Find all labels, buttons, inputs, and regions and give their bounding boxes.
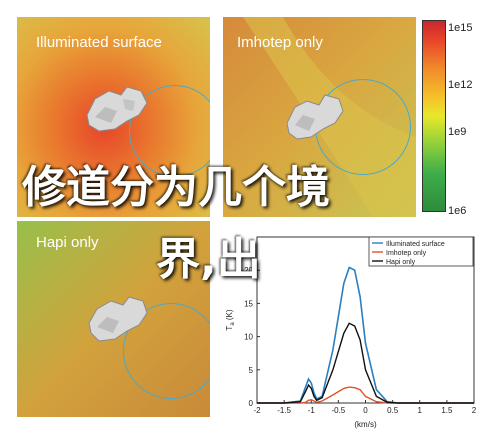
y-tick-label: 15 [244,299,253,308]
hapi-only-map: Hapi only [17,221,210,417]
x-tick-label: -2 [253,406,261,415]
x-tick-label: 0 [363,406,368,415]
x-tick-label: -1.5 [277,406,291,415]
legend-label: Illuminated surface [386,241,445,248]
colorbar-label-1e6: 1e6 [448,205,467,217]
comet-nucleus-icon [86,86,148,132]
y-tick-label: 20 [244,266,253,275]
x-axis-label: (km/s) [354,420,377,429]
legend-box [368,236,474,267]
x-tick-label: 1 [418,406,423,415]
y-tick-label: 0 [249,399,254,408]
colorbar [422,20,446,212]
panel-title-imhotep: Imhotep only [237,34,323,51]
comet-nucleus-icon [286,94,344,140]
y-axis-label: Ta (K) [225,309,236,330]
series-line-2 [257,322,474,404]
x-tick-label: 1.5 [441,406,453,415]
orbit-circle [129,85,210,177]
y-tick-label: 5 [249,366,254,375]
x-tick-label: 2 [472,406,477,415]
imhotep-only-map: Imhotep only [223,17,416,217]
orbit-circle [123,303,210,399]
colorbar-label-1e15: 1e15 [448,22,473,34]
x-tick-label: 0.5 [387,406,399,415]
y-tick-label: 10 [244,333,253,342]
panel-title-hapi: Hapi only [36,234,99,251]
colorbar-label-1e12: 1e12 [448,79,473,91]
legend-label: Imhotep only [386,250,427,257]
x-tick-label: -1 [308,406,316,415]
comet-nucleus-icon [88,296,148,342]
illuminated-surface-map: Illuminated surface [17,17,210,217]
x-tick-label: -0.5 [331,406,345,415]
panel-title-illuminated: Illuminated surface [36,34,162,51]
temperature-line-chart: -2 -1.5 -1 -0.5 0 0.5 1 1.5 2 0 5 10 15 20 (km/s) Ta (K… [220,223,500,435]
colorbar-label-1e9: 1e9 [448,126,467,138]
legend-label: Hapi only [386,259,416,266]
